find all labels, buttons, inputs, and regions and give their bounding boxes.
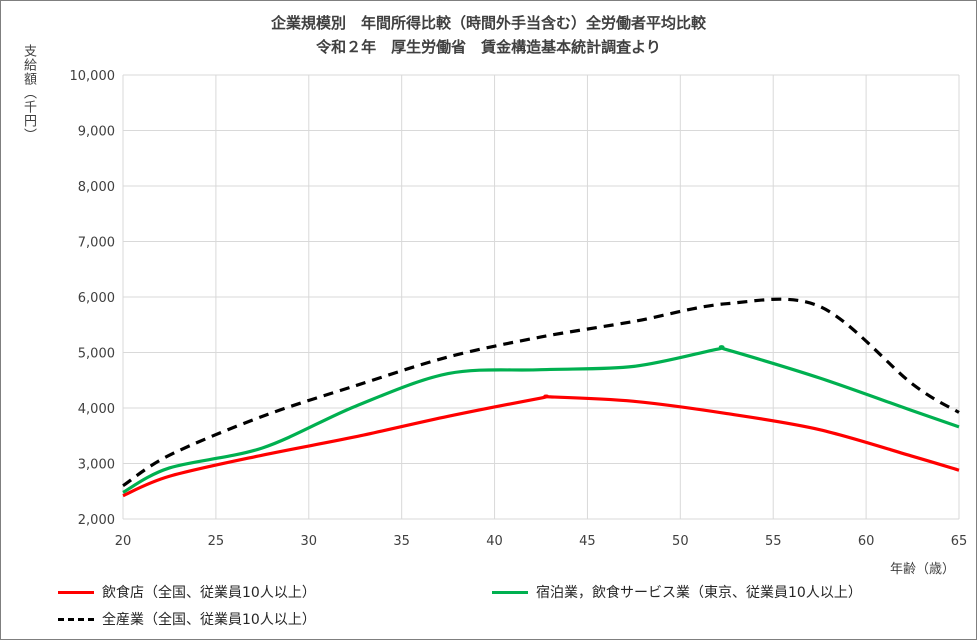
y-tick-label: 9,000 — [78, 125, 115, 140]
x-axis-label: 年齢（歳） — [890, 562, 956, 577]
x-tick-label: 65 — [951, 534, 968, 549]
x-tick-label: 60 — [858, 534, 875, 549]
y-tick-label: 3,000 — [78, 458, 115, 473]
x-tick-label: 50 — [672, 534, 689, 549]
series-line-2 — [122, 297, 960, 488]
legend-label: 全産業（全国、従業員10人以上） — [102, 612, 316, 628]
y-ticks: 2,000 3,000 4,000 5,000 6,000 7,000 8,000 9,000… — [70, 69, 116, 528]
y-tick-label: 8,000 — [78, 180, 115, 195]
y-tick-label: 2,000 — [78, 513, 115, 528]
y-tick-label: 7,000 — [78, 236, 115, 251]
chart-subtitle: 令和２年 厚生労働省 賃金構造基本統計調査より — [316, 38, 661, 56]
series-lines — [122, 297, 960, 498]
y-tick-label: 6,000 — [78, 291, 115, 306]
legend-swatch-green — [492, 590, 528, 594]
y-axis-label: 支給額（千円） — [21, 44, 36, 142]
legend-swatch-black-dashed — [58, 617, 94, 621]
chart-title: 企業規模別 年間所得比較（時間外手当含む）全労働者平均比較 — [270, 14, 706, 32]
x-tick-label: 25 — [208, 534, 225, 549]
series-line-1 — [122, 345, 960, 494]
legend-item-zensangyo: 全産業（全国、従業員10人以上） — [58, 609, 316, 629]
x-tick-label: 45 — [579, 534, 596, 549]
legend-swatch-red — [58, 590, 94, 594]
series-line-0 — [122, 394, 960, 498]
x-tick-label: 30 — [301, 534, 318, 549]
x-tick-label: 20 — [115, 534, 132, 549]
y-tick-label: 10,000 — [70, 69, 116, 84]
legend-item-inshokuten: 飲食店（全国、従業員10人以上） — [58, 582, 316, 602]
x-tick-label: 35 — [393, 534, 410, 549]
y-tick-label: 4,000 — [78, 402, 115, 417]
legend-label: 飲食店（全国、従業員10人以上） — [102, 585, 316, 601]
y-tick-label: 5,000 — [78, 347, 115, 362]
x-tick-label: 55 — [765, 534, 782, 549]
legend-item-shukuhaku: 宿泊業，飲食サービス業（東京、従業員10人以上） — [492, 582, 862, 602]
x-tick-label: 40 — [486, 534, 503, 549]
x-ticks: 20 25 30 35 40 45 50 55 60 65 — [115, 534, 968, 549]
legend-label: 宿泊業，飲食サービス業（東京、従業員10人以上） — [536, 585, 862, 601]
